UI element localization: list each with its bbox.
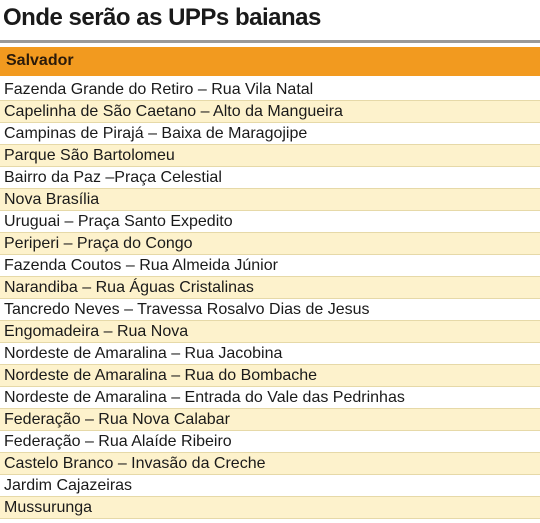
table-row: Nordeste de Amaralina – Entrada do Vale … [0, 387, 540, 409]
table-row: Nova Brasília [0, 189, 540, 211]
table-row: Federação – Rua Nova Calabar [0, 409, 540, 431]
title-rule [0, 40, 540, 43]
title: Onde serão as UPPs baianas [3, 4, 321, 31]
table-body: Fazenda Grande do Retiro – Rua Vila Nata… [0, 79, 540, 519]
table-header: Salvador [0, 47, 540, 76]
table-row: Campinas de Pirajá – Baixa de Maragojipe [0, 123, 540, 145]
table-row: Nordeste de Amaralina – Rua do Bombache [0, 365, 540, 387]
table-row: Federação – Rua Alaíde Ribeiro [0, 431, 540, 453]
table-row: Jardim Cajazeiras [0, 475, 540, 497]
table-row: Periperi – Praça do Congo [0, 233, 540, 255]
table-row: Tancredo Neves – Travessa Rosalvo Dias d… [0, 299, 540, 321]
header-text: Salvador [6, 52, 74, 69]
table-row: Uruguai – Praça Santo Expedito [0, 211, 540, 233]
table-row: Castelo Branco – Invasão da Creche [0, 453, 540, 475]
table-row: Narandiba – Rua Águas Cristalinas [0, 277, 540, 299]
table-row: Bairro da Paz –Praça Celestial [0, 167, 540, 189]
table-row: Fazenda Coutos – Rua Almeida Júnior [0, 255, 540, 277]
table-row: Mussurunga [0, 497, 540, 519]
table-row: Capelinha de São Caetano – Alto da Mangu… [0, 101, 540, 123]
table-row: Engomadeira – Rua Nova [0, 321, 540, 343]
table-row: Fazenda Grande do Retiro – Rua Vila Nata… [0, 79, 540, 101]
table-row: Parque São Bartolomeu [0, 145, 540, 167]
table-row: Nordeste de Amaralina – Rua Jacobina [0, 343, 540, 365]
